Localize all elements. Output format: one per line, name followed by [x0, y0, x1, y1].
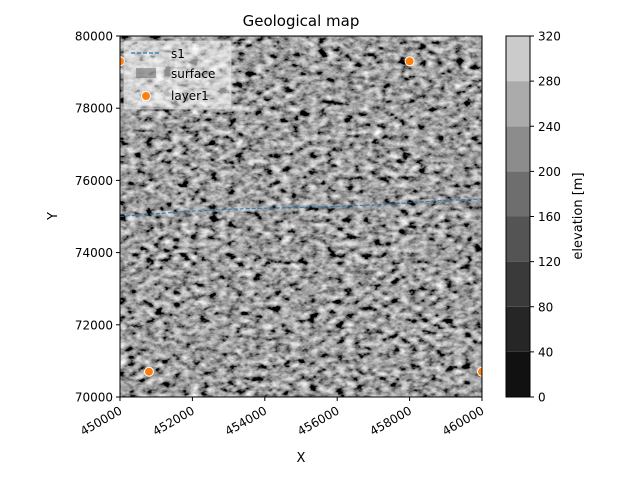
- legend-surface-label: surface: [171, 67, 215, 81]
- colorbar-label: elevation [m]: [571, 172, 586, 259]
- colorbar-ticks: 0 40 80 120 160 200 240 280 320: [530, 30, 561, 405]
- y-axis-ticks: 70000 72000 74000 76000 78000 80000: [75, 30, 120, 405]
- colorbar-segment: [506, 36, 530, 82]
- colorbar-segment: [506, 216, 530, 262]
- colorbar-tick-label: 0: [538, 391, 546, 405]
- colorbar-tick-label: 320: [538, 30, 561, 44]
- colorbar-tick-label: 40: [538, 345, 553, 359]
- legend: s1 surface layer1: [123, 40, 232, 110]
- y-axis-label: Y: [46, 212, 61, 221]
- x-tick-label: 458000: [367, 403, 414, 438]
- x-tick-label: 454000: [223, 403, 270, 438]
- y-tick-label: 76000: [75, 174, 113, 188]
- colorbar-tick-label: 280: [538, 75, 561, 89]
- legend-box: [123, 40, 232, 110]
- chart-title: Geological map: [243, 12, 360, 30]
- colorbar-segment: [506, 81, 530, 127]
- legend-layer1-swatch: [141, 91, 151, 101]
- colorbar-segment: [506, 171, 530, 217]
- y-tick-label: 74000: [75, 246, 113, 260]
- colorbar-tick-label: 80: [538, 300, 553, 314]
- y-tick-label: 72000: [75, 318, 113, 332]
- y-tick-label: 78000: [75, 102, 113, 116]
- colorbar-tick-label: 240: [538, 120, 561, 134]
- series-line-s1: [120, 198, 482, 218]
- colorbar-segment: [506, 261, 530, 307]
- legend-surface-swatch: [136, 68, 156, 78]
- legend-s1-label: s1: [171, 47, 185, 61]
- scatter-point-layer1-3: [477, 366, 482, 377]
- x-axis-ticks: 450000 452000 454000 456000 458000 460000: [78, 397, 487, 439]
- colorbar: [506, 36, 530, 397]
- colorbar-tick-label: 160: [538, 210, 561, 224]
- y-tick-label: 80000: [75, 30, 113, 44]
- colorbar-segment: [506, 306, 530, 352]
- plot-frame: [119, 35, 483, 398]
- scatter-point-layer1-1: [404, 56, 415, 67]
- scatter-point-layer1-2: [143, 366, 154, 377]
- colorbar-segment: [506, 351, 530, 397]
- colorbar-tick-label: 120: [538, 255, 561, 269]
- x-tick-label: 456000: [295, 403, 342, 438]
- colorbar-segment: [506, 126, 530, 172]
- x-tick-label: 450000: [78, 403, 125, 438]
- legend-layer1-label: layer1: [171, 89, 209, 103]
- colorbar-tick-label: 200: [538, 165, 561, 179]
- x-tick-label: 460000: [440, 403, 487, 438]
- x-axis-label: X: [297, 451, 306, 466]
- x-tick-label: 452000: [150, 403, 197, 438]
- y-tick-label: 70000: [75, 391, 113, 405]
